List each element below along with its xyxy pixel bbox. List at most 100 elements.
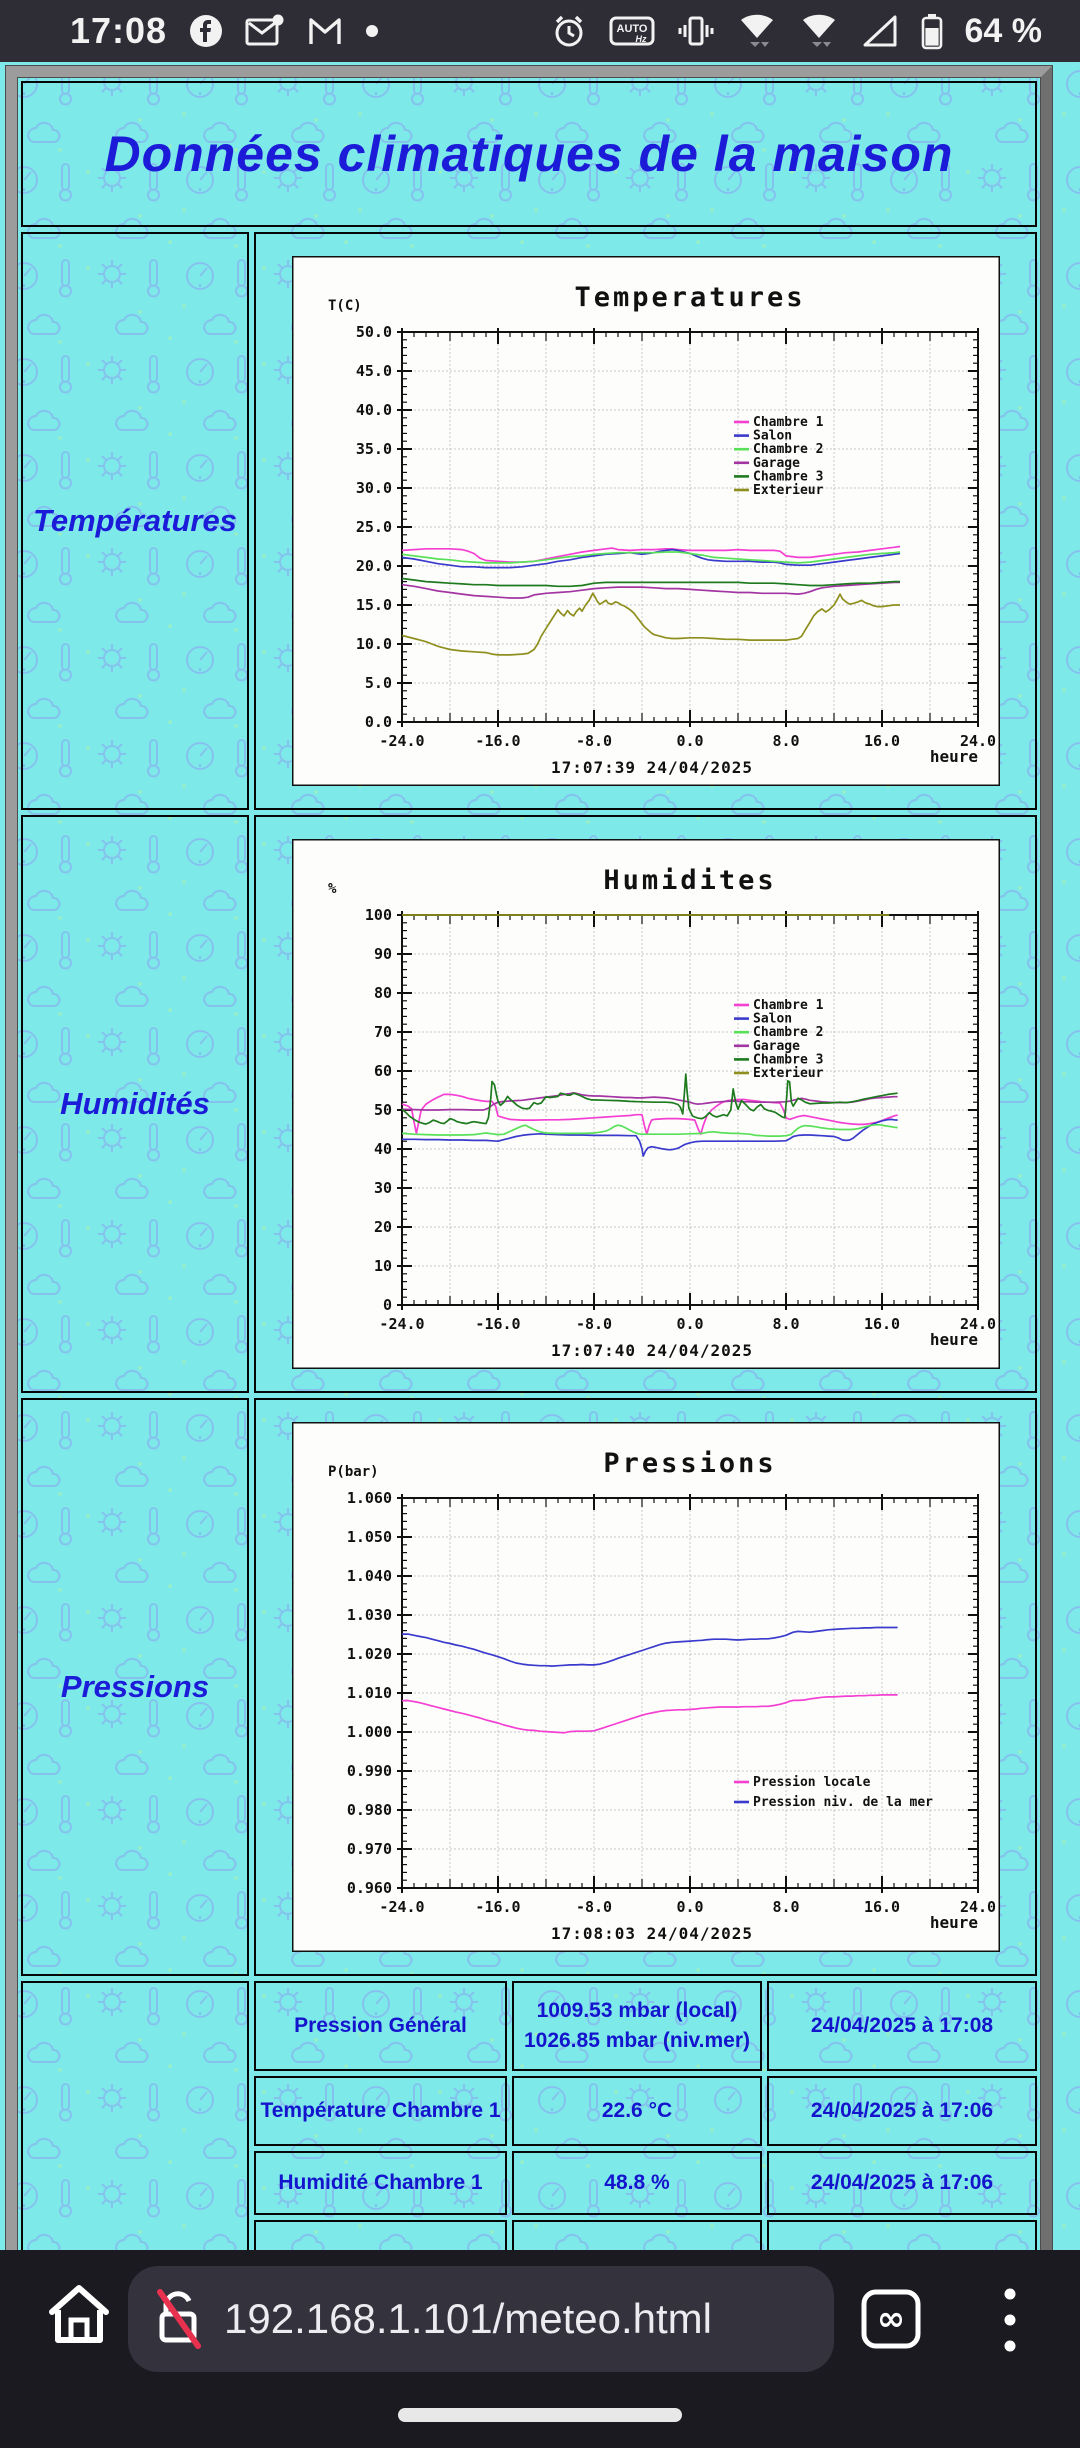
- svg-text:1.060: 1.060: [346, 1489, 391, 1507]
- readings-left-spacer-cell: [21, 1981, 249, 2250]
- svg-text:Pression locale: Pression locale: [753, 1775, 871, 1790]
- svg-text:Salon: Salon: [753, 1012, 792, 1027]
- tabs-button[interactable]: ∞: [858, 2286, 924, 2357]
- svg-text:P(bar): P(bar): [328, 1464, 379, 1480]
- url-text: 192.168.1.101/meteo.html: [224, 2295, 713, 2342]
- svg-text:35.0: 35.0: [355, 440, 391, 458]
- svg-text:0.0: 0.0: [676, 1315, 703, 1333]
- web-page-content: Données climatiques de la maison Tempéra…: [0, 62, 1080, 2250]
- page-frame: Données climatiques de la maison Tempéra…: [6, 66, 1052, 2250]
- auto-hz-icon: AUTO Hz: [609, 13, 655, 49]
- svg-text:1.000: 1.000: [346, 1723, 391, 1741]
- svg-text:10.0: 10.0: [355, 635, 391, 653]
- svg-text:0.970: 0.970: [346, 1840, 391, 1858]
- svg-text:24.0: 24.0: [959, 1315, 995, 1333]
- svg-text:-16.0: -16.0: [475, 1315, 520, 1333]
- temperatures-chart: -24.0 -16.0 -8.0 0.0 8.0 16.0 24.0 0.0 5.0 10.0 15…: [291, 256, 1000, 786]
- home-button[interactable]: [42, 2278, 116, 2357]
- svg-text:90: 90: [373, 945, 391, 963]
- svg-text:40: 40: [373, 1140, 391, 1158]
- svg-text:1.020: 1.020: [346, 1645, 391, 1663]
- svg-text:-8.0: -8.0: [575, 1315, 611, 1333]
- reading-label: Pression Général: [254, 1981, 507, 2071]
- svg-text:0.0: 0.0: [676, 1898, 703, 1916]
- svg-text:1.050: 1.050: [346, 1528, 391, 1546]
- svg-text:0.0: 0.0: [364, 713, 391, 731]
- svg-text:Temperatures: Temperatures: [574, 282, 805, 313]
- svg-text:0: 0: [382, 1296, 391, 1314]
- svg-text:heure: heure: [929, 1330, 977, 1349]
- status-time: 17:08: [70, 10, 168, 51]
- reading-timestamp: 24/04/2025 à 17:06: [767, 2151, 1037, 2215]
- svg-text:8.0: 8.0: [772, 732, 799, 750]
- svg-text:Salon: Salon: [753, 429, 792, 444]
- svg-text:T(C): T(C): [328, 298, 362, 314]
- svg-text:-8.0: -8.0: [575, 732, 611, 750]
- svg-text:Exterieur: Exterieur: [753, 1066, 824, 1081]
- svg-text:Exterieur: Exterieur: [753, 483, 824, 498]
- svg-text:24.0: 24.0: [959, 1898, 995, 1916]
- svg-text:Chambre 1: Chambre 1: [753, 998, 824, 1013]
- svg-text:0.0: 0.0: [676, 732, 703, 750]
- svg-text:45.0: 45.0: [355, 362, 391, 380]
- svg-text:-16.0: -16.0: [475, 1898, 520, 1916]
- svg-text:10: 10: [373, 1257, 391, 1275]
- humidites-chart: -24.0 -16.0 -8.0 0.0 8.0 16.0 24.0 0 10 20 30 40 50 6…: [291, 839, 1000, 1369]
- status-bar: 17:08 AUTO Hz: [0, 0, 1080, 62]
- svg-text:AUTO: AUTO: [616, 23, 647, 35]
- svg-text:Pression niv. de la mer: Pression niv. de la mer: [753, 1795, 933, 1810]
- svg-text:17:07:40 24/04/2025: 17:07:40 24/04/2025: [550, 1341, 752, 1360]
- insecure-lock-icon: [148, 2284, 210, 2355]
- pressions-chart-cell: -24.0 -16.0 -8.0 0.0 8.0 16.0 24.0 0.960 0.970 0.…: [254, 1398, 1037, 1976]
- svg-text:60: 60: [373, 1062, 391, 1080]
- svg-text:24.0: 24.0: [959, 732, 995, 750]
- svg-text:17:07:39 24/04/2025: 17:07:39 24/04/2025: [550, 758, 752, 777]
- svg-text:-8.0: -8.0: [575, 1898, 611, 1916]
- svg-text:-24.0: -24.0: [379, 1898, 424, 1916]
- svg-text:%: %: [328, 881, 337, 897]
- reading-clipped-cell: [512, 2220, 762, 2250]
- browser-toolbar: 192.168.1.101/meteo.html ∞: [0, 2250, 1080, 2448]
- reading-clipped-cell: [254, 2220, 507, 2250]
- svg-text:0.980: 0.980: [346, 1801, 391, 1819]
- svg-text:Humidites: Humidites: [603, 865, 776, 896]
- svg-text:∞: ∞: [877, 2299, 905, 2339]
- svg-text:Chambre 3: Chambre 3: [753, 469, 823, 484]
- svg-text:20.0: 20.0: [355, 557, 391, 575]
- svg-text:Chambre 2: Chambre 2: [753, 442, 823, 457]
- svg-text:20: 20: [373, 1218, 391, 1236]
- svg-text:100: 100: [364, 906, 391, 924]
- svg-text:Garage: Garage: [753, 1039, 800, 1054]
- menu-kebab-icon[interactable]: [1002, 2284, 1018, 2361]
- pressions-chart: -24.0 -16.0 -8.0 0.0 8.0 16.0 24.0 0.960 0.970 0.…: [291, 1422, 1000, 1952]
- svg-text:5.0: 5.0: [364, 674, 391, 692]
- battery-percent: 64 %: [964, 11, 1043, 50]
- vibrate-icon: [677, 13, 715, 49]
- reading-label: Température Chambre 1: [254, 2076, 507, 2146]
- svg-text:-24.0: -24.0: [379, 732, 424, 750]
- svg-text:30: 30: [373, 1179, 391, 1197]
- section-label-humidites: Humidités: [21, 815, 249, 1393]
- gesture-handle[interactable]: [398, 2408, 682, 2422]
- reading-value: 48.8 %: [512, 2151, 762, 2215]
- svg-text:Chambre 2: Chambre 2: [753, 1025, 823, 1040]
- battery-icon: [921, 12, 943, 50]
- svg-text:30.0: 30.0: [355, 479, 391, 497]
- url-bar[interactable]: 192.168.1.101/meteo.html: [128, 2266, 834, 2372]
- svg-text:80: 80: [373, 984, 391, 1002]
- temperatures-label: Températures: [33, 503, 237, 538]
- svg-text:40.0: 40.0: [355, 401, 391, 419]
- svg-text:Hz: Hz: [635, 34, 646, 44]
- reading-timestamp: 24/04/2025 à 17:08: [767, 1981, 1037, 2071]
- readings-table: Pression Général 1009.53 mbar (local) 1026…: [254, 1981, 1037, 2250]
- svg-text:17:08:03 24/04/2025: 17:08:03 24/04/2025: [550, 1924, 752, 1943]
- svg-text:Chambre 3: Chambre 3: [753, 1052, 823, 1067]
- reading-label: Humidité Chambre 1: [254, 2151, 507, 2215]
- section-label-temperatures: Températures: [21, 232, 249, 810]
- alarm-icon: [551, 13, 587, 49]
- svg-text:Pressions: Pressions: [603, 1448, 776, 1479]
- svg-text:8.0: 8.0: [772, 1315, 799, 1333]
- wifi-icon: [737, 12, 777, 50]
- svg-text:heure: heure: [929, 1913, 977, 1932]
